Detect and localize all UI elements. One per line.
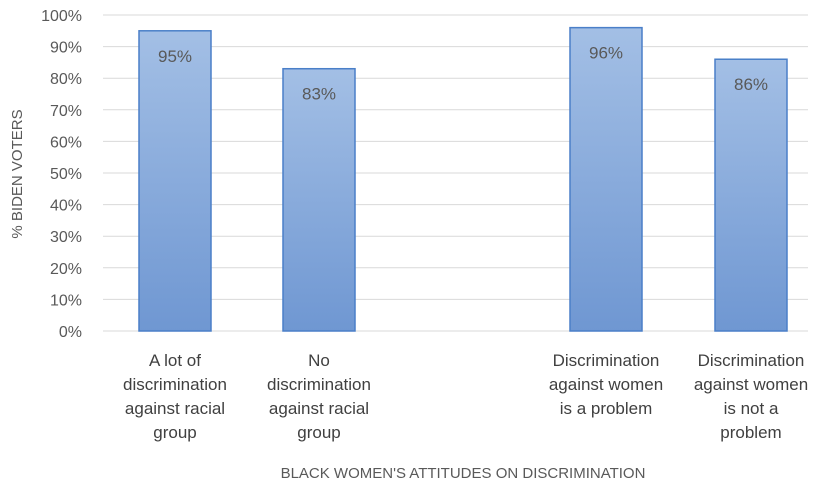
y-tick-label: 10% <box>50 292 82 309</box>
bar <box>282 67 356 332</box>
data-labels: 95% 83% 96% 86% <box>158 44 768 104</box>
y-tick-label: 40% <box>50 198 82 215</box>
y-tick-label: 90% <box>50 40 82 57</box>
x-category-label: Discrimination against women is a problem <box>549 351 663 418</box>
x-axis-title: BLACK WOMEN'S ATTITUDES ON DISCRIMINATIO… <box>281 465 646 482</box>
data-label: 96% <box>589 44 623 63</box>
x-category-label: A lot of discrimination against racial grou… <box>123 351 227 442</box>
data-label: 86% <box>734 75 768 94</box>
bars <box>138 26 788 332</box>
bar <box>569 26 643 332</box>
data-label: 83% <box>302 85 336 104</box>
bar <box>714 58 788 332</box>
y-tick-label: 100% <box>41 8 82 25</box>
y-tick-label: 20% <box>50 261 82 278</box>
y-tick-label: 50% <box>50 166 82 183</box>
x-category-label: No discrimination against racial group <box>267 351 371 442</box>
y-tick-label: 80% <box>50 71 82 88</box>
x-category-label: Discrimination against women is not a probl… <box>694 351 808 442</box>
y-tick-label: 0% <box>59 324 82 341</box>
gridlines <box>103 14 808 332</box>
y-axis-ticks: 0% 10% 20% 30% 40% 50% 60% 70% 80% 90% 100% <box>41 8 82 341</box>
x-axis-categories: A lot of discrimination against racial grou… <box>123 351 808 442</box>
data-label: 95% <box>158 47 192 66</box>
bar <box>138 30 212 332</box>
y-tick-label: 70% <box>50 103 82 120</box>
y-axis-title: % BIDEN VOTERS <box>9 109 26 238</box>
y-tick-label: 30% <box>50 229 82 246</box>
y-tick-label: 60% <box>50 134 82 151</box>
